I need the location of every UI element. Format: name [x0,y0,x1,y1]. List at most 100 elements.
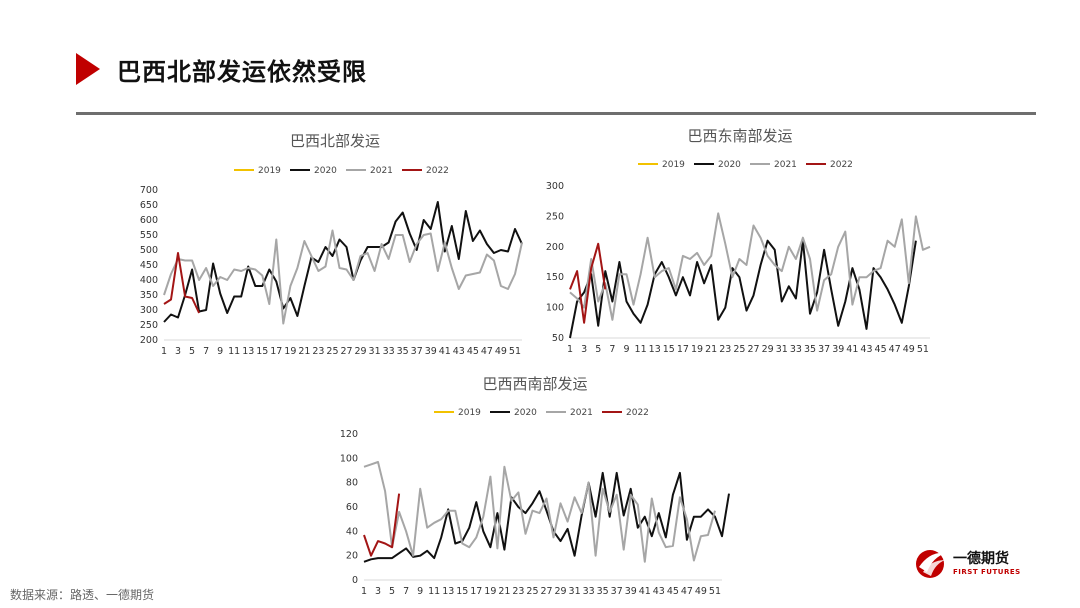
x-tick-label: 41 [846,344,858,355]
legend-label-2021: 2021 [370,166,393,176]
chart-svg: 巴西北部发运 2019 2020 2021 2022 200 250 300 350 400 450… [140,132,523,357]
legend-label-2020: 2020 [314,166,337,176]
x-tick-label: 11 [635,344,647,355]
x-tick-label: 43 [653,586,665,597]
x-tick-label: 37 [818,344,830,355]
x-tick-label: 19 [284,346,296,357]
x-tick-label: 29 [555,586,567,597]
x-tick-label: 41 [639,586,651,597]
series-line-2022 [569,242,607,324]
x-tick-label: 37 [611,586,623,597]
x-tick-label: 1 [161,346,167,357]
x-tick-label: 23 [312,346,324,357]
x-tick-label: 21 [298,346,310,357]
x-tick-label: 15 [456,586,468,597]
x-tick-label: 23 [512,586,524,597]
y-tick-label: 300 [546,181,564,192]
y-tick-label: 250 [140,320,158,331]
x-tick-label: 35 [397,346,409,357]
series-line-2021 [363,461,716,563]
x-tick-label: 35 [597,586,609,597]
x-tick-label: 3 [375,586,381,597]
y-tick-label: 700 [140,185,158,196]
x-tick-label: 47 [681,586,693,597]
x-tick-label: 39 [625,586,637,597]
title-arrow-icon [76,53,100,85]
x-tick-label: 25 [733,344,745,355]
x-tick-label: 51 [509,346,521,357]
y-tick-label: 100 [340,453,358,464]
y-tick-label: 350 [140,290,158,301]
y-tick-label: 650 [140,200,158,211]
x-tick-label: 21 [498,586,510,597]
series-line-2021 [569,212,931,321]
x-tick-label: 47 [481,346,493,357]
x-tick-label: 45 [467,346,479,357]
chart-north-shipments: 巴西北部发运 2019 2020 2021 2022 200 250 300 350 400 450… [130,124,540,370]
x-tick-label: 51 [709,586,721,597]
x-tick-label: 33 [383,346,395,357]
x-tick-label: 7 [403,586,409,597]
x-tick-label: 43 [860,344,872,355]
x-tick-label: 31 [776,344,788,355]
x-tick-label: 47 [889,344,901,355]
y-tick-label: 150 [546,272,564,283]
series-line-2022 [363,493,401,557]
x-tick-label: 33 [583,586,595,597]
x-tick-label: 17 [470,586,482,597]
x-tick-label: 51 [917,344,929,355]
x-tick-label: 31 [569,586,581,597]
x-tick-label: 19 [691,344,703,355]
x-tick-label: 3 [581,344,587,355]
x-tick-label: 9 [417,586,423,597]
x-tick-label: 49 [903,344,915,355]
legend-label-2022: 2022 [426,166,449,176]
legend-label-2021: 2021 [570,408,593,418]
y-tick-label: 40 [346,526,358,537]
logo-subtitle: FIRST FUTURES [953,568,1021,576]
legend-label-2020: 2020 [514,408,537,418]
x-tick-label: 27 [540,586,552,597]
x-tick-label: 25 [526,586,538,597]
y-tick-label: 0 [352,575,358,586]
y-tick-label: 600 [140,215,158,226]
legend-label-2020: 2020 [718,160,741,170]
x-tick-label: 7 [609,344,615,355]
legend-label-2019: 2019 [458,408,481,418]
legend-label-2022: 2022 [626,408,649,418]
x-tick-label: 43 [453,346,465,357]
x-tick-label: 39 [425,346,437,357]
x-tick-label: 39 [832,344,844,355]
x-tick-label: 49 [495,346,507,357]
x-tick-label: 13 [442,586,454,597]
x-tick-label: 37 [411,346,423,357]
x-tick-label: 23 [719,344,731,355]
x-tick-label: 17 [270,346,282,357]
y-tick-label: 20 [346,551,358,562]
x-tick-label: 27 [747,344,759,355]
x-tick-label: 5 [389,586,395,597]
y-tick-label: 80 [346,478,358,489]
y-tick-label: 300 [140,305,158,316]
y-tick-label: 50 [552,333,564,344]
legend-label-2019: 2019 [662,160,685,170]
y-tick-label: 60 [346,502,358,513]
x-tick-label: 7 [203,346,209,357]
chart-svg: 巴西东南部发运 2019 2020 2021 2022 50 100 150 200 250 300… [546,127,931,355]
logo-name: 一德期货 [953,551,1009,567]
y-tick-label: 200 [140,335,158,346]
legend-label-2019: 2019 [258,166,281,176]
series-line-2020 [363,471,730,563]
legend-label-2022: 2022 [830,160,853,170]
x-tick-label: 15 [663,344,675,355]
page-title: 巴西北部发运依然受限 [117,58,367,86]
x-tick-label: 15 [256,346,268,357]
chart-title: 巴西东南部发运 [687,127,792,145]
y-tick-label: 450 [140,260,158,271]
chart-southeast-shipments: 巴西东南部发运 2019 2020 2021 2022 50 100 150 200 250 300… [540,118,940,368]
series-line-2020 [163,201,523,323]
company-logo: 一德期货 FIRST FUTURES [913,545,1033,585]
y-tick-label: 250 [546,211,564,222]
series-line-2021 [163,229,523,325]
logo-emblem-icon [916,550,946,578]
